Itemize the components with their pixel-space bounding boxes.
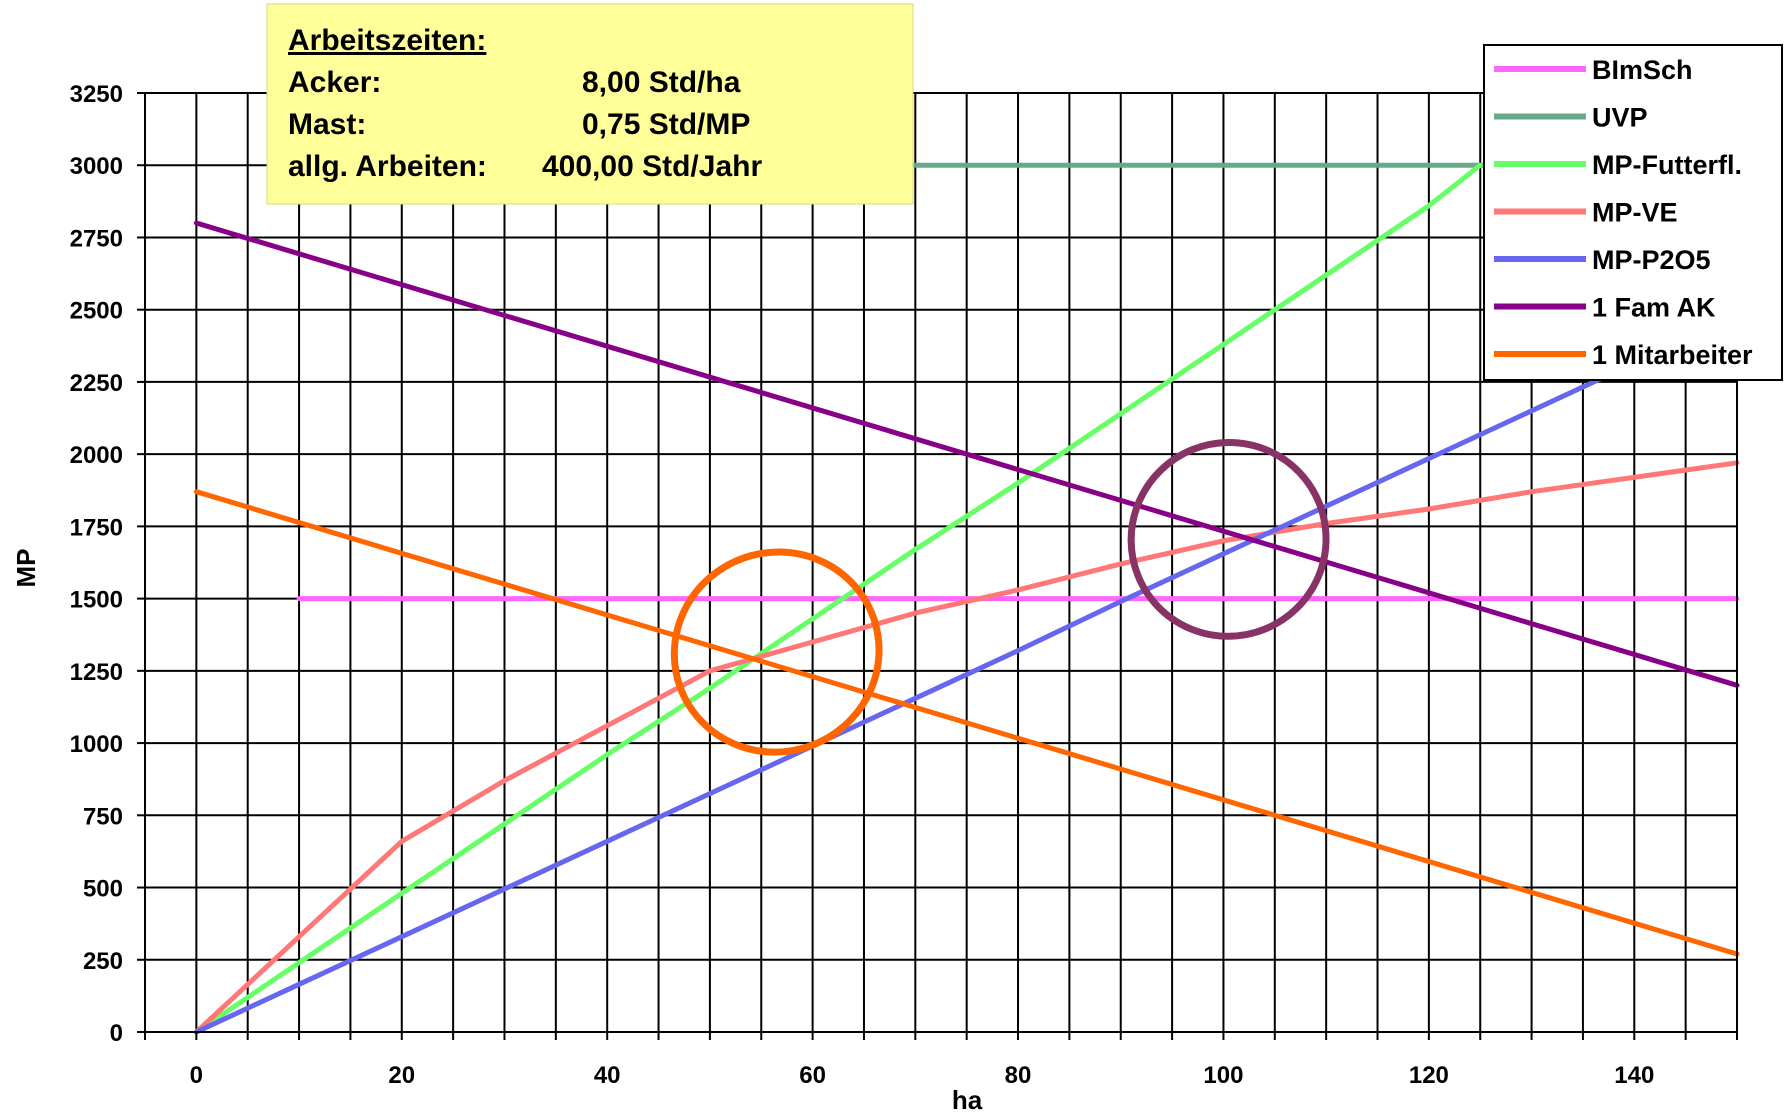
y-tick-label: 2250 xyxy=(70,370,123,397)
y-tick-label: 250 xyxy=(83,948,123,975)
legend-label: MP-P2O5 xyxy=(1592,245,1711,275)
legend-label: MP-VE xyxy=(1592,198,1678,228)
series-line xyxy=(193,162,1483,1035)
annotation-ellipse xyxy=(670,548,883,756)
x-tick-label: 40 xyxy=(594,1062,621,1089)
x-tick-label: 140 xyxy=(1614,1062,1654,1089)
legend-label: UVP xyxy=(1592,103,1648,133)
legend: BImSch UVP MP-Futterfl. MP-VE MP-P2O5 1 Fam A… xyxy=(1483,44,1783,381)
series-lines xyxy=(193,162,1740,1035)
y-tick-label: 3250 xyxy=(70,81,123,108)
y-tick-label: 750 xyxy=(83,803,123,830)
x-tick-label: 60 xyxy=(799,1062,826,1089)
y-tick-label: 2500 xyxy=(70,298,123,325)
legend-label: MP-Futterfl. xyxy=(1592,150,1742,180)
info-row-label: Acker: xyxy=(288,66,381,99)
info-row-label: allg. Arbeiten: xyxy=(288,150,487,183)
x-tick-label: 80 xyxy=(1005,1062,1032,1089)
axes: 0 20 40 60 80 100 120 140 0 250 500 750 1000 1250 1500… xyxy=(70,81,1738,1089)
series-line xyxy=(193,489,1740,957)
y-tick-label: 1000 xyxy=(70,731,123,758)
info-box-title: Arbeitszeiten: xyxy=(288,24,486,57)
plot-border xyxy=(144,92,1738,1033)
info-box-background xyxy=(266,3,914,205)
series-line xyxy=(193,460,1740,1035)
y-tick-label: 0 xyxy=(110,1020,123,1047)
legend-label: 1 Fam AK xyxy=(1592,293,1716,323)
info-row-value: 8,00 Std/ha xyxy=(582,66,741,99)
y-tick-label: 1250 xyxy=(70,659,123,686)
x-tick-label: 20 xyxy=(388,1062,415,1089)
x-tick-label: 120 xyxy=(1409,1062,1449,1089)
y-tick-label: 1500 xyxy=(70,587,123,614)
x-axis-label: ha xyxy=(952,1085,983,1115)
info-row-label: Mast: xyxy=(288,108,366,141)
info-row-value: 0,75 Std/MP xyxy=(582,108,750,141)
series-line xyxy=(193,220,1740,688)
x-tick-label: 100 xyxy=(1203,1062,1243,1089)
grid xyxy=(144,92,1738,1033)
y-tick-label: 2750 xyxy=(70,225,123,252)
y-tick-label: 1750 xyxy=(70,514,123,541)
series-line xyxy=(193,313,1740,1035)
info-row-value: 400,00 Std/Jahr xyxy=(542,150,762,183)
annotation-ellipses xyxy=(670,438,1330,756)
y-tick-label: 500 xyxy=(83,876,123,903)
legend-label: 1 Mitarbeiter xyxy=(1592,340,1753,370)
annotation-ellipse xyxy=(1127,438,1330,640)
y-axis-label: MP xyxy=(11,549,41,588)
y-tick-label: 3000 xyxy=(70,153,123,180)
legend-label: BImSch xyxy=(1592,55,1693,85)
y-tick-label: 2000 xyxy=(70,442,123,469)
x-tick-label: 0 xyxy=(190,1062,203,1089)
info-box: Arbeitszeiten: Acker: 8,00 Std/ha Mast: … xyxy=(266,3,914,205)
